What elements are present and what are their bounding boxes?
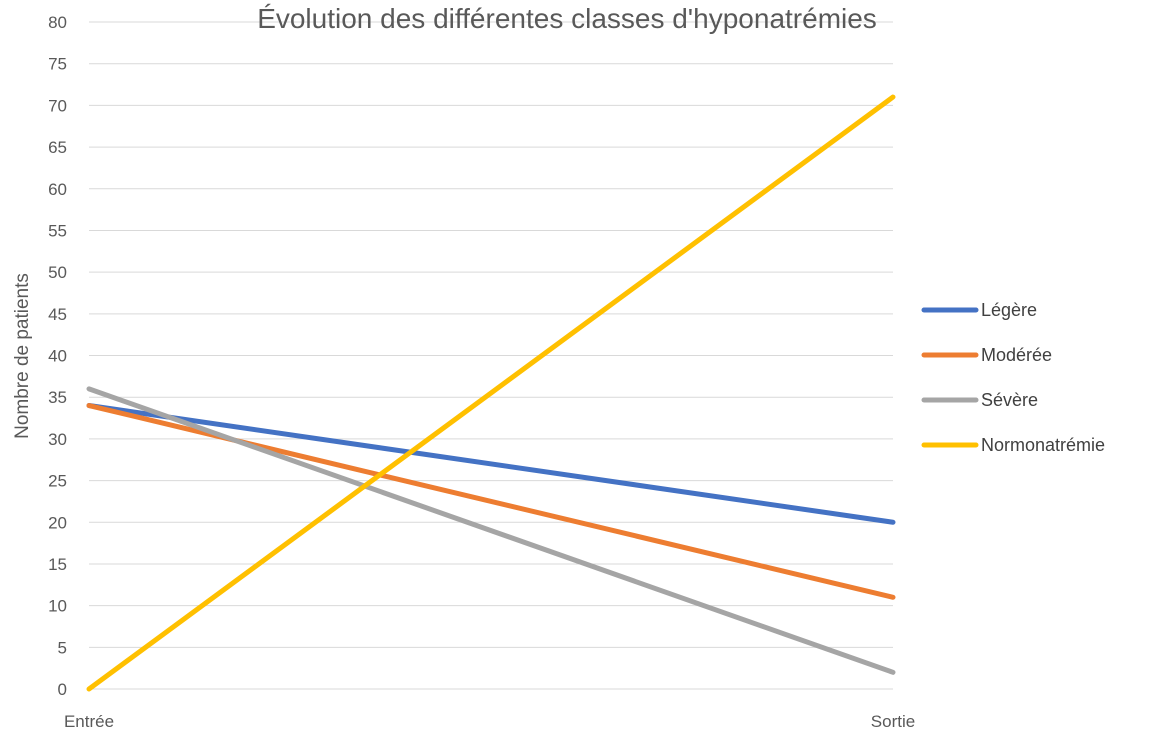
y-tick-label: 40 [48,347,67,366]
series-line [86,403,896,525]
series-lines [86,94,896,692]
y-tick-label: 25 [48,472,67,491]
y-tick-label: 5 [58,638,67,657]
x-axis-ticks: Entrée Sortie [64,712,915,731]
y-tick-label: 45 [48,305,67,324]
gridlines [89,21,893,690]
y-tick-label: 55 [48,221,67,240]
legend-label: Normonatrémie [981,435,1105,455]
y-tick-label: 15 [48,555,67,574]
y-tick-label: 50 [48,263,67,282]
legend: Légère Modérée Sévère Normonatrémie [921,300,1105,455]
y-axis-ticks: 0 5 10 15 20 25 30 35 40 45 50 55 60 65 70 75 80 [48,13,67,699]
x-tick-label: Sortie [871,712,915,731]
legend-label: Légère [981,300,1037,320]
chart-title: Évolution des différentes classes d'hypo… [257,3,877,34]
y-tick-label: 20 [48,513,67,532]
y-tick-label: 60 [48,180,67,199]
x-tick-label: Entrée [64,712,114,731]
y-tick-label: 70 [48,96,67,115]
y-tick-label: 80 [48,13,67,32]
y-tick-label: 10 [48,597,67,616]
y-tick-label: 0 [58,680,67,699]
y-axis-label: Nombre de patients [12,273,33,439]
y-tick-label: 35 [48,388,67,407]
series-line [86,94,896,692]
series-line [86,403,896,600]
legend-label: Modérée [981,345,1052,365]
series-line [86,386,896,675]
y-tick-label: 30 [48,430,67,449]
legend-label: Sévère [981,390,1038,410]
y-tick-label: 65 [48,138,67,157]
y-tick-label: 75 [48,55,67,74]
